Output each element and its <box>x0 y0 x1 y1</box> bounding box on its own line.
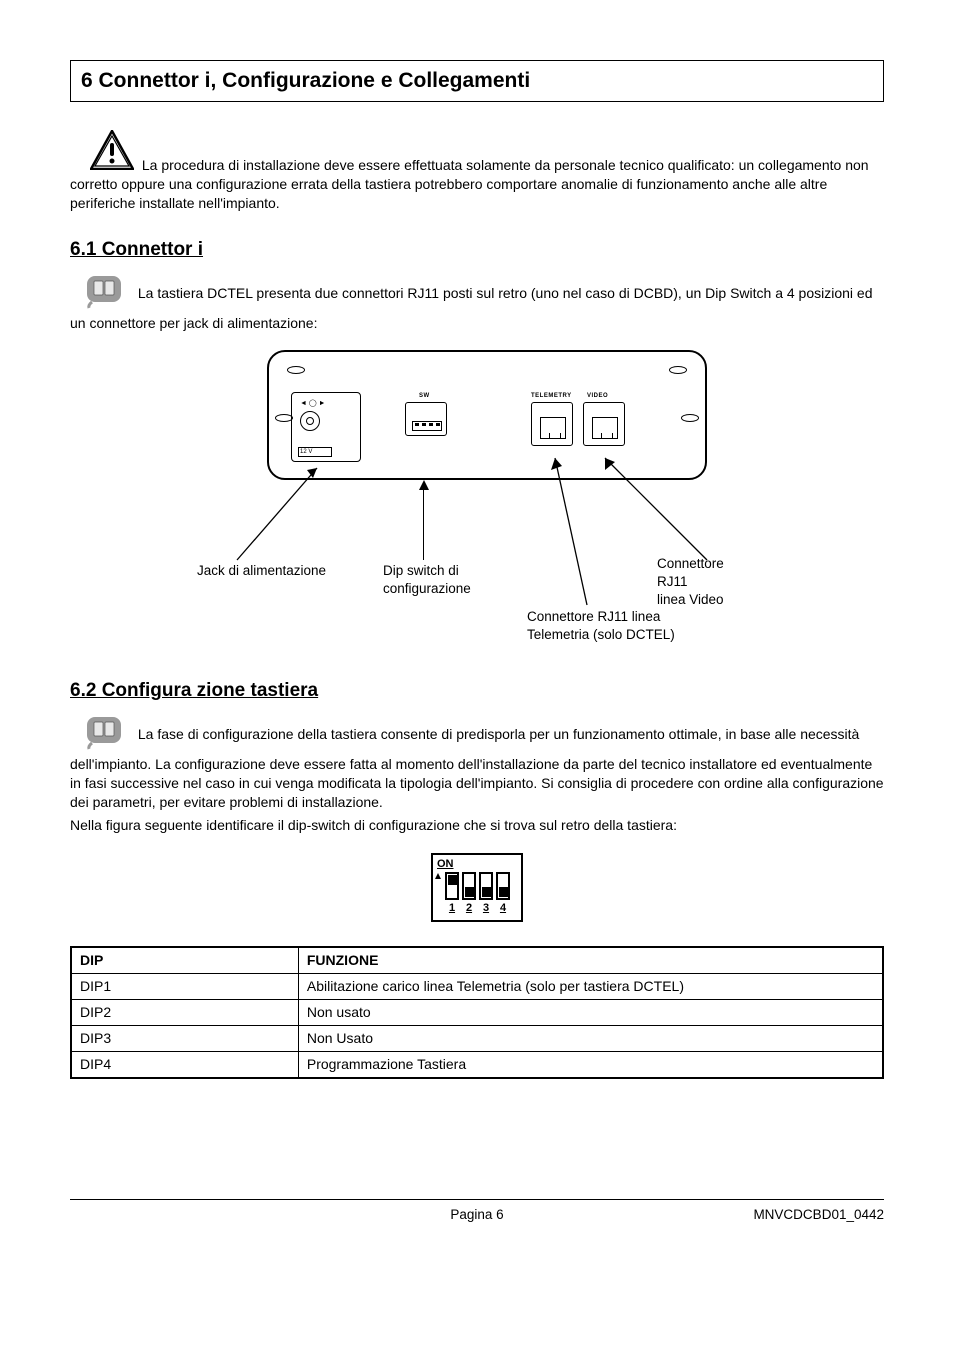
dip-function-table: DIP FUNZIONE DIP1Abilitazione carico lin… <box>70 946 884 1078</box>
dip-cell: DIP1 <box>71 974 298 1000</box>
dip-switch-1: 1 <box>445 872 459 916</box>
dip-cell: DIP4 <box>71 1051 298 1077</box>
sw-label: SW <box>419 392 430 400</box>
warning-text: La procedura di installazione deve esser… <box>70 157 869 211</box>
section-6-2-para1: La fase di configurazione della tastiera… <box>70 726 884 810</box>
dip-cell: DIP2 <box>71 1000 298 1026</box>
section-6-2-para2: Nella figura seguente identificare il di… <box>70 816 884 835</box>
video-port-label: VIDEO <box>587 392 608 400</box>
dip-table-header-dip: DIP <box>71 947 298 973</box>
dip-switch-4: 4 <box>496 872 510 916</box>
rj-telemetry <box>531 402 573 446</box>
dip-switch-number: 2 <box>466 901 472 916</box>
warning-block: La procedura di installazione deve esser… <box>70 130 884 213</box>
section-6-1-body: La tastiera DCTEL presenta due connettor… <box>70 275 884 651</box>
rj-video <box>583 402 625 446</box>
page-footer: Pagina 6 MNVCDCBD01_0442 <box>70 1199 884 1224</box>
table-row: DIP3Non Usato <box>71 1025 883 1051</box>
table-row: DIP2Non usato <box>71 1000 883 1026</box>
heading-6-2: 6.2 Configura zione tastiera <box>70 678 884 704</box>
dip-on-label: ON <box>437 857 517 872</box>
callout-jack-line <box>227 460 337 570</box>
callout-telemetry-line <box>547 450 607 610</box>
power-label: 12 V <box>298 447 332 457</box>
callout-telemetry-label: Connettore RJ11 linea Telemetria (solo D… <box>527 608 675 643</box>
dip-switch-number: 3 <box>483 901 489 916</box>
dip-switch-2: 2 <box>462 872 476 916</box>
heading-6-1: 6.1 Connettor i <box>70 237 884 263</box>
section-6-1-text: La tastiera DCTEL presenta due connettor… <box>70 285 872 331</box>
dip-figure: ON 1234 <box>70 853 884 923</box>
callout-video-label: Connettore RJ11 linea Video <box>657 555 757 608</box>
power-panel: ◄ ◯ ► 12 V <box>291 392 361 462</box>
func-cell: Non usato <box>298 1000 883 1026</box>
dip-table-header-func: FUNZIONE <box>298 947 883 973</box>
section-title: 6 Connettor i, Configurazione e Collegam… <box>81 67 873 95</box>
dipswitch-panel <box>405 402 447 436</box>
callout-jack-label: Jack di alimentazione <box>197 562 326 580</box>
section-title-box: 6 Connettor i, Configurazione e Collegam… <box>70 60 884 102</box>
callout-video-line <box>597 450 727 570</box>
func-cell: Abilitazione carico linea Telemetria (so… <box>298 974 883 1000</box>
dip-cell: DIP3 <box>71 1025 298 1051</box>
telemetry-port-label: TELEMETRY <box>531 392 572 400</box>
table-row: DIP1Abilitazione carico linea Telemetria… <box>71 974 883 1000</box>
warning-icon <box>90 130 134 175</box>
section-6-2-body: La fase di configurazione della tastiera… <box>70 716 884 1079</box>
callout-dip-label: Dip switch di configurazione <box>383 562 471 597</box>
connector-diagram: ◄ ◯ ► 12 V SW TELE <box>70 350 884 650</box>
table-row: DIP4Programmazione Tastiera <box>71 1051 883 1077</box>
info-icon <box>86 275 122 314</box>
dip-switch-number: 1 <box>449 901 455 916</box>
dip-switch-number: 4 <box>500 901 506 916</box>
func-cell: Programmazione Tastiera <box>298 1051 883 1077</box>
func-cell: Non Usato <box>298 1025 883 1051</box>
info-icon <box>86 716 122 755</box>
footer-page: Pagina 6 <box>70 1206 884 1224</box>
dip-switch-3: 3 <box>479 872 493 916</box>
